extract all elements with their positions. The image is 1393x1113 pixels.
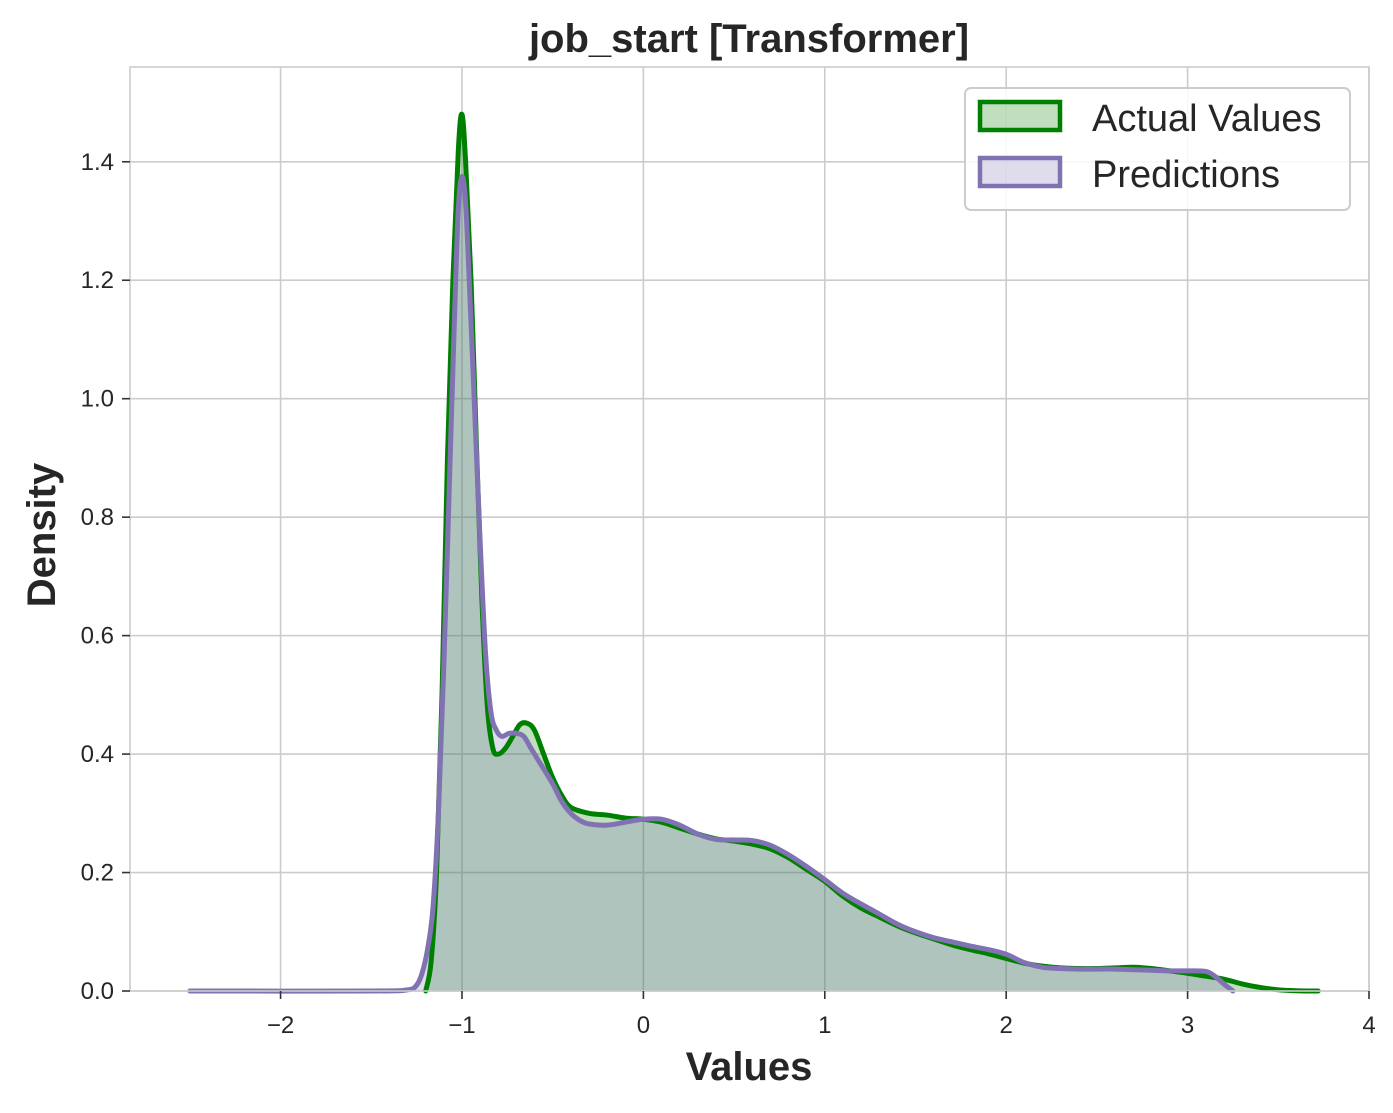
y-axis-label: Density — [20, 462, 64, 607]
x-tick-label: 3 — [1181, 1012, 1194, 1039]
x-tick-label: 2 — [1000, 1012, 1013, 1039]
x-tick-labels: −2 −1 0 1 2 3 4 — [267, 1012, 1376, 1039]
line-predictions — [187, 174, 1236, 994]
legend-swatch-actual-values — [977, 99, 1063, 133]
area-actual-values — [425, 114, 1319, 992]
x-tick-label: 1 — [818, 1012, 831, 1039]
y-tick-label: 1.4 — [81, 149, 114, 176]
area-predictions — [189, 176, 1233, 992]
y-tick-labels: 0.0 0.2 0.4 0.6 0.8 1.0 1.2 1.4 — [81, 149, 114, 1005]
x-tick-label: 0 — [637, 1012, 650, 1039]
legend-label-predictions: Predictions — [1092, 154, 1280, 196]
x-tick-label: −1 — [448, 1012, 475, 1039]
legend-swatch-predictions — [977, 155, 1063, 189]
density-lines — [187, 111, 1321, 994]
x-axis-label: Values — [686, 1045, 813, 1089]
plot-frame — [129, 66, 1370, 992]
legend: Actual Values Predictions — [964, 87, 1351, 211]
y-tick-label: 1.0 — [81, 386, 114, 413]
legend-label-actual-values: Actual Values — [1092, 98, 1322, 140]
tick-marks — [122, 160, 1370, 999]
y-tick-label: 0.0 — [81, 978, 114, 1005]
x-tick-label: −2 — [267, 1012, 294, 1039]
density-areas — [189, 114, 1319, 992]
y-tick-label: 0.8 — [81, 504, 114, 531]
y-tick-label: 1.2 — [81, 267, 114, 294]
y-tick-label: 0.2 — [81, 860, 114, 887]
y-tick-label: 0.6 — [81, 623, 114, 650]
x-tick-label: 4 — [1362, 1012, 1375, 1039]
y-tick-label: 0.4 — [81, 741, 114, 768]
chart-title: job_start [Transformer] — [528, 17, 969, 61]
